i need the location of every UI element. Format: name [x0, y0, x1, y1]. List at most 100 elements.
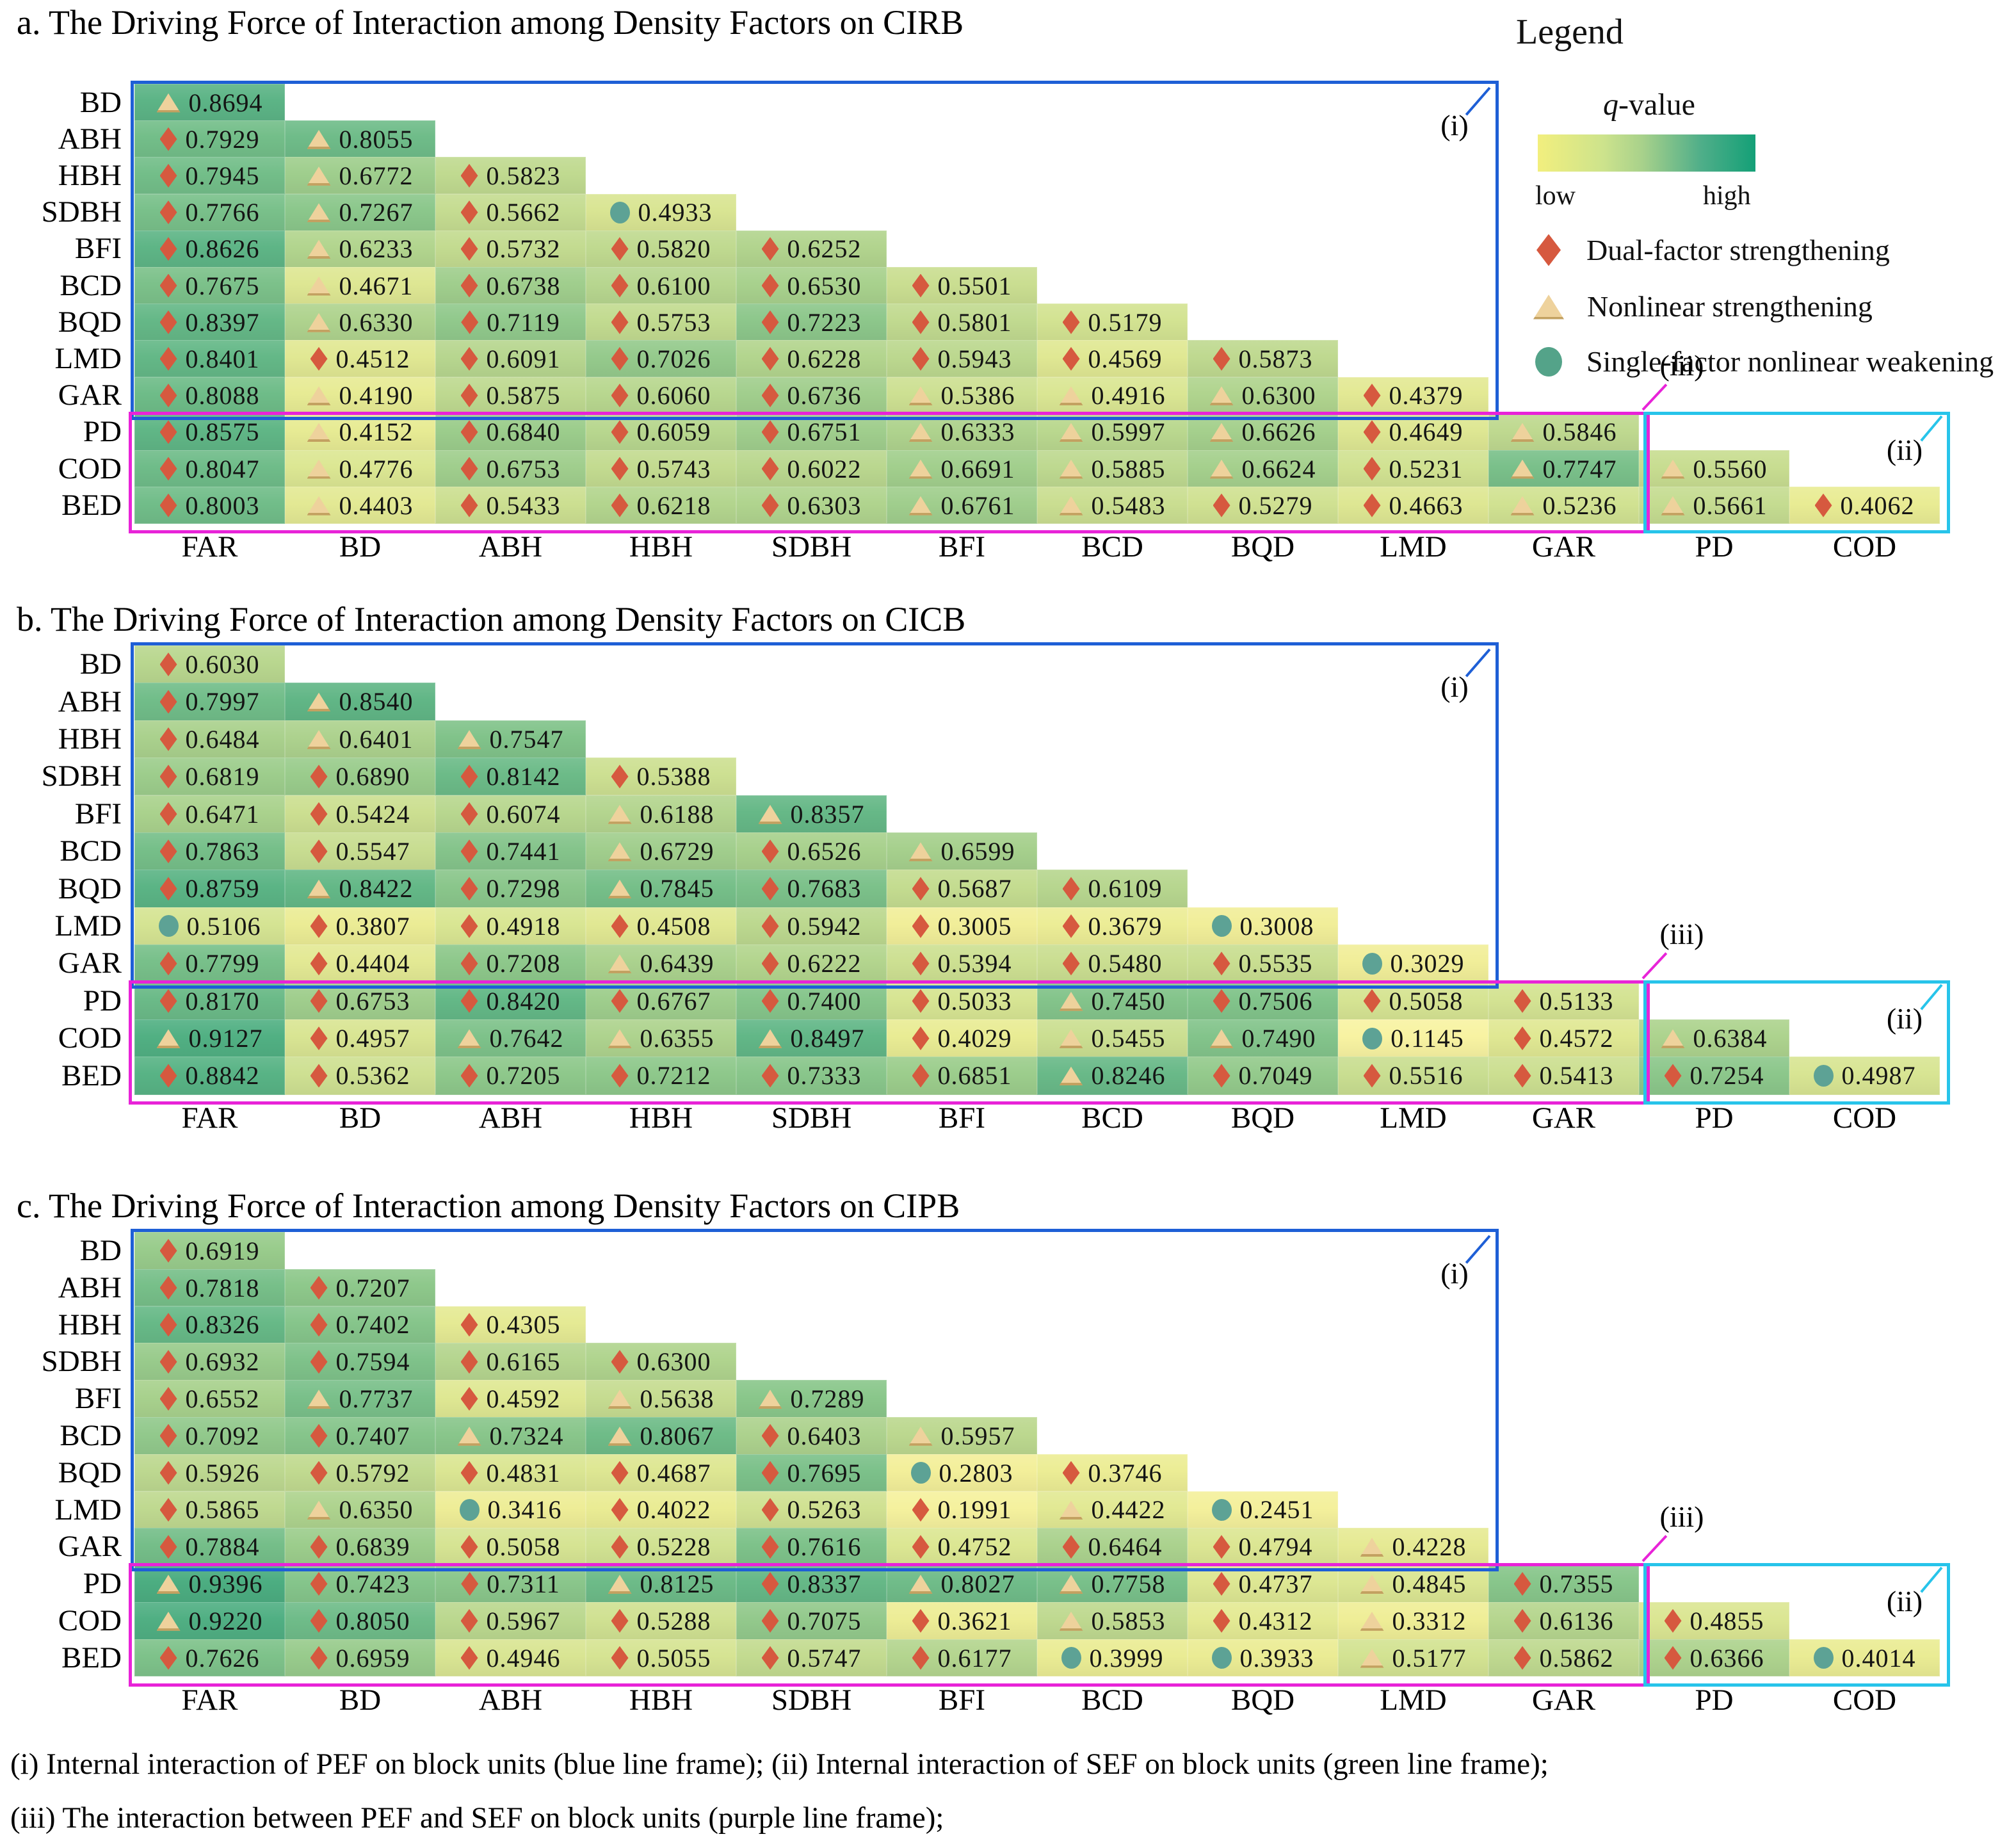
triangle-icon: [608, 804, 632, 824]
cell-q-value: 0.8027: [940, 1569, 1015, 1598]
diamond-icon: [159, 1386, 177, 1411]
matrix-cell-LMD-x-BFI: 0.5943: [887, 340, 1037, 378]
diamond-icon: [611, 346, 629, 371]
col-label-LMD: LMD: [1380, 1683, 1447, 1717]
diamond-icon: [912, 1535, 930, 1559]
cell-q-value: 0.5997: [1091, 417, 1166, 447]
matrix-cell-BCD-x-ABH: 0.7441: [435, 832, 586, 871]
matrix-cell-COD-x-BD: 0.4957: [285, 1019, 435, 1058]
matrix-cell-BFI-x-FAR: 0.6552: [134, 1380, 285, 1418]
diamond-icon: [1363, 420, 1381, 444]
cell-q-value: 0.3029: [1390, 949, 1465, 978]
matrix-cell-BD-x-FAR: 0.8694: [134, 84, 285, 121]
triangle-icon: [758, 804, 782, 824]
matrix-cell-PD-x-FAR: 0.9396: [134, 1565, 285, 1603]
cell-q-value: 0.6366: [1689, 1643, 1764, 1673]
diamond-icon: [310, 1461, 328, 1485]
diamond-icon: [159, 127, 177, 151]
matrix-cell-LMD-x-ABH: 0.3416: [435, 1491, 586, 1529]
circle-icon: [1362, 952, 1382, 975]
cell-q-value: 0.4029: [937, 1024, 1012, 1053]
matrix-cell-COD-x-HBH: 0.6355: [586, 1019, 736, 1058]
cell-q-value: 0.5386: [940, 381, 1015, 410]
cell-q-value: 0.4014: [1841, 1643, 1916, 1673]
matrix-cell-COD-x-BQD: 0.7490: [1188, 1019, 1338, 1058]
col-label-COD: COD: [1832, 1683, 1897, 1717]
cell-q-value: 0.7695: [787, 1458, 862, 1487]
triangle-icon: [1059, 1612, 1083, 1631]
diamond-icon: [310, 952, 328, 976]
matrix-cell-COD-x-ABH: 0.7642: [435, 1019, 586, 1058]
cell-q-value: 0.7490: [1241, 1024, 1316, 1053]
row-label-BED: BED: [61, 1641, 122, 1674]
matrix-cell-PD-x-LMD: 0.4649: [1338, 413, 1488, 451]
col-label-HBH: HBH: [629, 1101, 693, 1135]
row-label-ABH: ABH: [58, 685, 122, 718]
triangle-icon: [307, 496, 331, 515]
matrix-cell-BED-x-BD: 0.6959: [285, 1639, 435, 1677]
cell-q-value: 0.6350: [339, 1495, 414, 1525]
matrix-cell-BCD-x-FAR: 0.7675: [134, 267, 285, 304]
matrix-cell-ABH-x-BD: 0.8055: [285, 120, 435, 158]
diamond-icon: [912, 310, 930, 334]
diamond-icon: [611, 1609, 629, 1633]
diamond-icon: [1363, 1064, 1381, 1088]
cell-q-value: 0.7355: [1539, 1569, 1614, 1598]
cell-q-value: 0.4933: [638, 198, 713, 227]
diamond-icon: [1062, 346, 1080, 371]
matrix-cell-BQD-x-ABH: 0.7298: [435, 870, 586, 908]
cell-q-value: 0.7799: [185, 949, 260, 978]
cell-q-value: 0.5846: [1542, 417, 1617, 447]
cell-q-value: 0.5753: [636, 307, 711, 337]
matrix-cell-LMD-x-BQD: 0.3008: [1188, 907, 1338, 945]
cell-q-value: 0.6165: [486, 1347, 561, 1377]
matrix-cell-BQD-x-SDBH: 0.7695: [736, 1454, 887, 1492]
caption-line-2: (iii) The interaction between PEF and SE…: [10, 1801, 944, 1835]
triangle-icon: [908, 1427, 933, 1446]
cell-q-value: 0.6738: [486, 271, 561, 300]
triangle-icon: [307, 1390, 331, 1409]
cell-q-value: 0.5424: [335, 799, 410, 829]
row-label-BQD: BQD: [58, 1455, 122, 1489]
matrix-cell-BED-x-BQD: 0.5279: [1188, 487, 1338, 524]
diamond-icon: [460, 200, 478, 225]
matrix-cell-BQD-x-SDBH: 0.7223: [736, 304, 887, 341]
caption-line-1: (i) Internal interaction of PEF on block…: [10, 1747, 1549, 1781]
matrix-cell-BED-x-FAR: 0.8842: [134, 1057, 285, 1095]
cell-q-value: 0.4671: [339, 271, 414, 300]
matrix-cell-BFI-x-BD: 0.5424: [285, 795, 435, 833]
col-label-ABH: ABH: [478, 530, 543, 564]
row-label-LMD: LMD: [54, 1493, 122, 1527]
diamond-icon: [159, 420, 177, 444]
diamond-icon: [159, 237, 177, 261]
cell-q-value: 0.7758: [1091, 1569, 1166, 1598]
triangle-icon: [307, 239, 331, 259]
matrix-cell-SDBH-x-ABH: 0.6165: [435, 1343, 586, 1381]
row-label-BFI: BFI: [74, 232, 122, 266]
matrix-cell-BFI-x-HBH: 0.5638: [586, 1380, 736, 1418]
cell-q-value: 0.3312: [1392, 1606, 1467, 1635]
diamond-icon: [761, 237, 779, 261]
circle-icon: [158, 915, 179, 937]
diamond-icon: [1513, 989, 1531, 1013]
frame-label-i: (i): [1440, 109, 1469, 142]
diamond-icon: [310, 1350, 328, 1374]
col-label-BCD: BCD: [1081, 1101, 1143, 1135]
triangle-icon: [307, 1500, 331, 1520]
cell-q-value: 0.6839: [335, 1532, 410, 1562]
cell-q-value: 0.7267: [339, 198, 414, 227]
matrix-cell-BFI-x-BD: 0.7737: [285, 1380, 435, 1418]
cell-q-value: 0.6401: [339, 724, 414, 754]
matrix-cell-COD-x-HBH: 0.5288: [586, 1602, 736, 1640]
matrix-cell-HBH-x-ABH: 0.5823: [435, 157, 586, 195]
row-label-BQD: BQD: [58, 871, 122, 905]
matrix-cell-HBH-x-FAR: 0.7945: [134, 157, 285, 195]
col-label-GAR: GAR: [1531, 530, 1596, 564]
matrix-cell-BED-x-BD: 0.5362: [285, 1057, 435, 1095]
diamond-icon: [1213, 952, 1230, 976]
col-label-GAR: GAR: [1531, 1683, 1596, 1717]
circle-icon: [1535, 346, 1562, 377]
cell-q-value: 0.6840: [486, 417, 561, 447]
triangle-icon: [1360, 1537, 1384, 1557]
diamond-icon: [761, 1646, 779, 1670]
